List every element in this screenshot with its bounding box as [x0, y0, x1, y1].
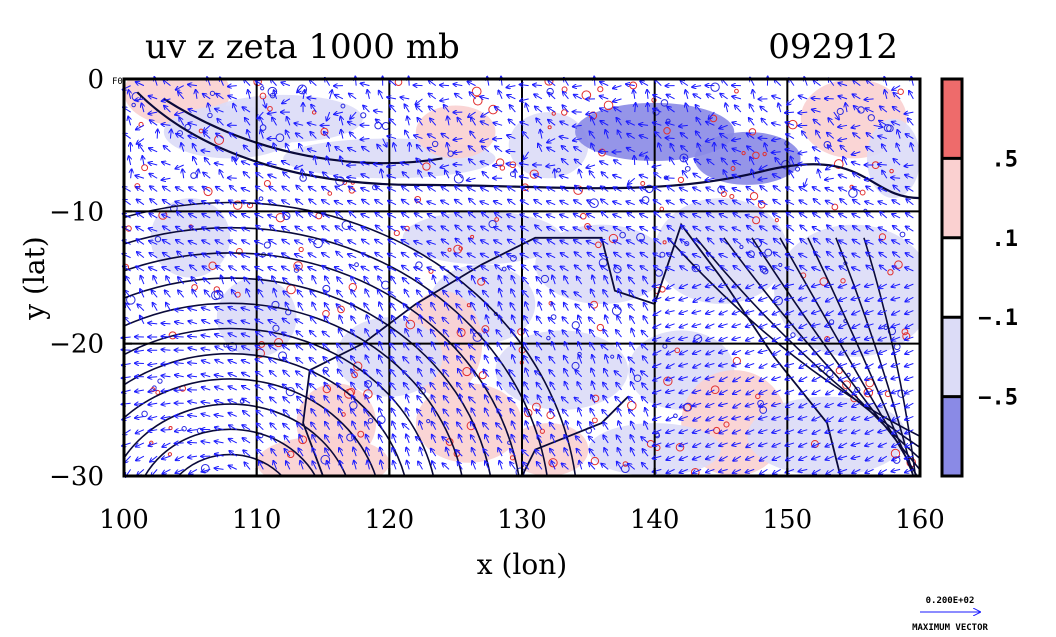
colorbar-segment — [942, 396, 962, 476]
x-axis-ticks: 100 110 120 130 140 150 160 — [99, 468, 945, 535]
y-tick-label: −30 — [49, 462, 104, 492]
date-label: 092912 — [768, 27, 898, 67]
y-tick-label: 0 — [87, 65, 104, 95]
y-tick-label: −10 — [49, 197, 104, 227]
y-tick-label: −20 — [49, 330, 104, 360]
x-tick-label: 140 — [630, 505, 680, 535]
x-tick-label: 120 — [365, 505, 415, 535]
colorbar-segment — [942, 317, 962, 397]
wind-vector-layer — [122, 77, 914, 477]
colorbar-label: .1 — [992, 227, 1019, 252]
y-axis-ticks: 0 −10 −20 −30 — [49, 65, 132, 492]
colorbar-segment — [942, 237, 962, 318]
colorbar-label: .5 — [992, 147, 1019, 172]
colorbar-label: −.1 — [978, 306, 1018, 331]
reference-vector-value: 0.200E+02 — [926, 596, 975, 606]
chart-title: uv z zeta 1000 mb — [145, 27, 460, 67]
reference-vector: 0.200E+02 MAXIMUM VECTOR — [912, 596, 988, 633]
x-axis-label: x (lon) — [477, 548, 567, 581]
y-axis-label: y (lat) — [18, 236, 51, 320]
colorbar: .5 .1 −.1 −.5 — [940, 77, 1019, 478]
x-tick-label: 100 — [99, 505, 149, 535]
colorbar-label: −.5 — [978, 386, 1018, 411]
x-tick-label: 110 — [232, 505, 282, 535]
x-tick-label: 160 — [895, 505, 945, 535]
corner-label: F0 — [112, 77, 123, 87]
colorbar-segment — [942, 79, 962, 159]
reference-vector-caption: MAXIMUM VECTOR — [912, 623, 988, 633]
plot-area — [0, 59, 922, 516]
x-tick-label: 130 — [497, 505, 547, 535]
x-tick-label: 150 — [763, 505, 813, 535]
colorbar-segment — [942, 158, 962, 238]
